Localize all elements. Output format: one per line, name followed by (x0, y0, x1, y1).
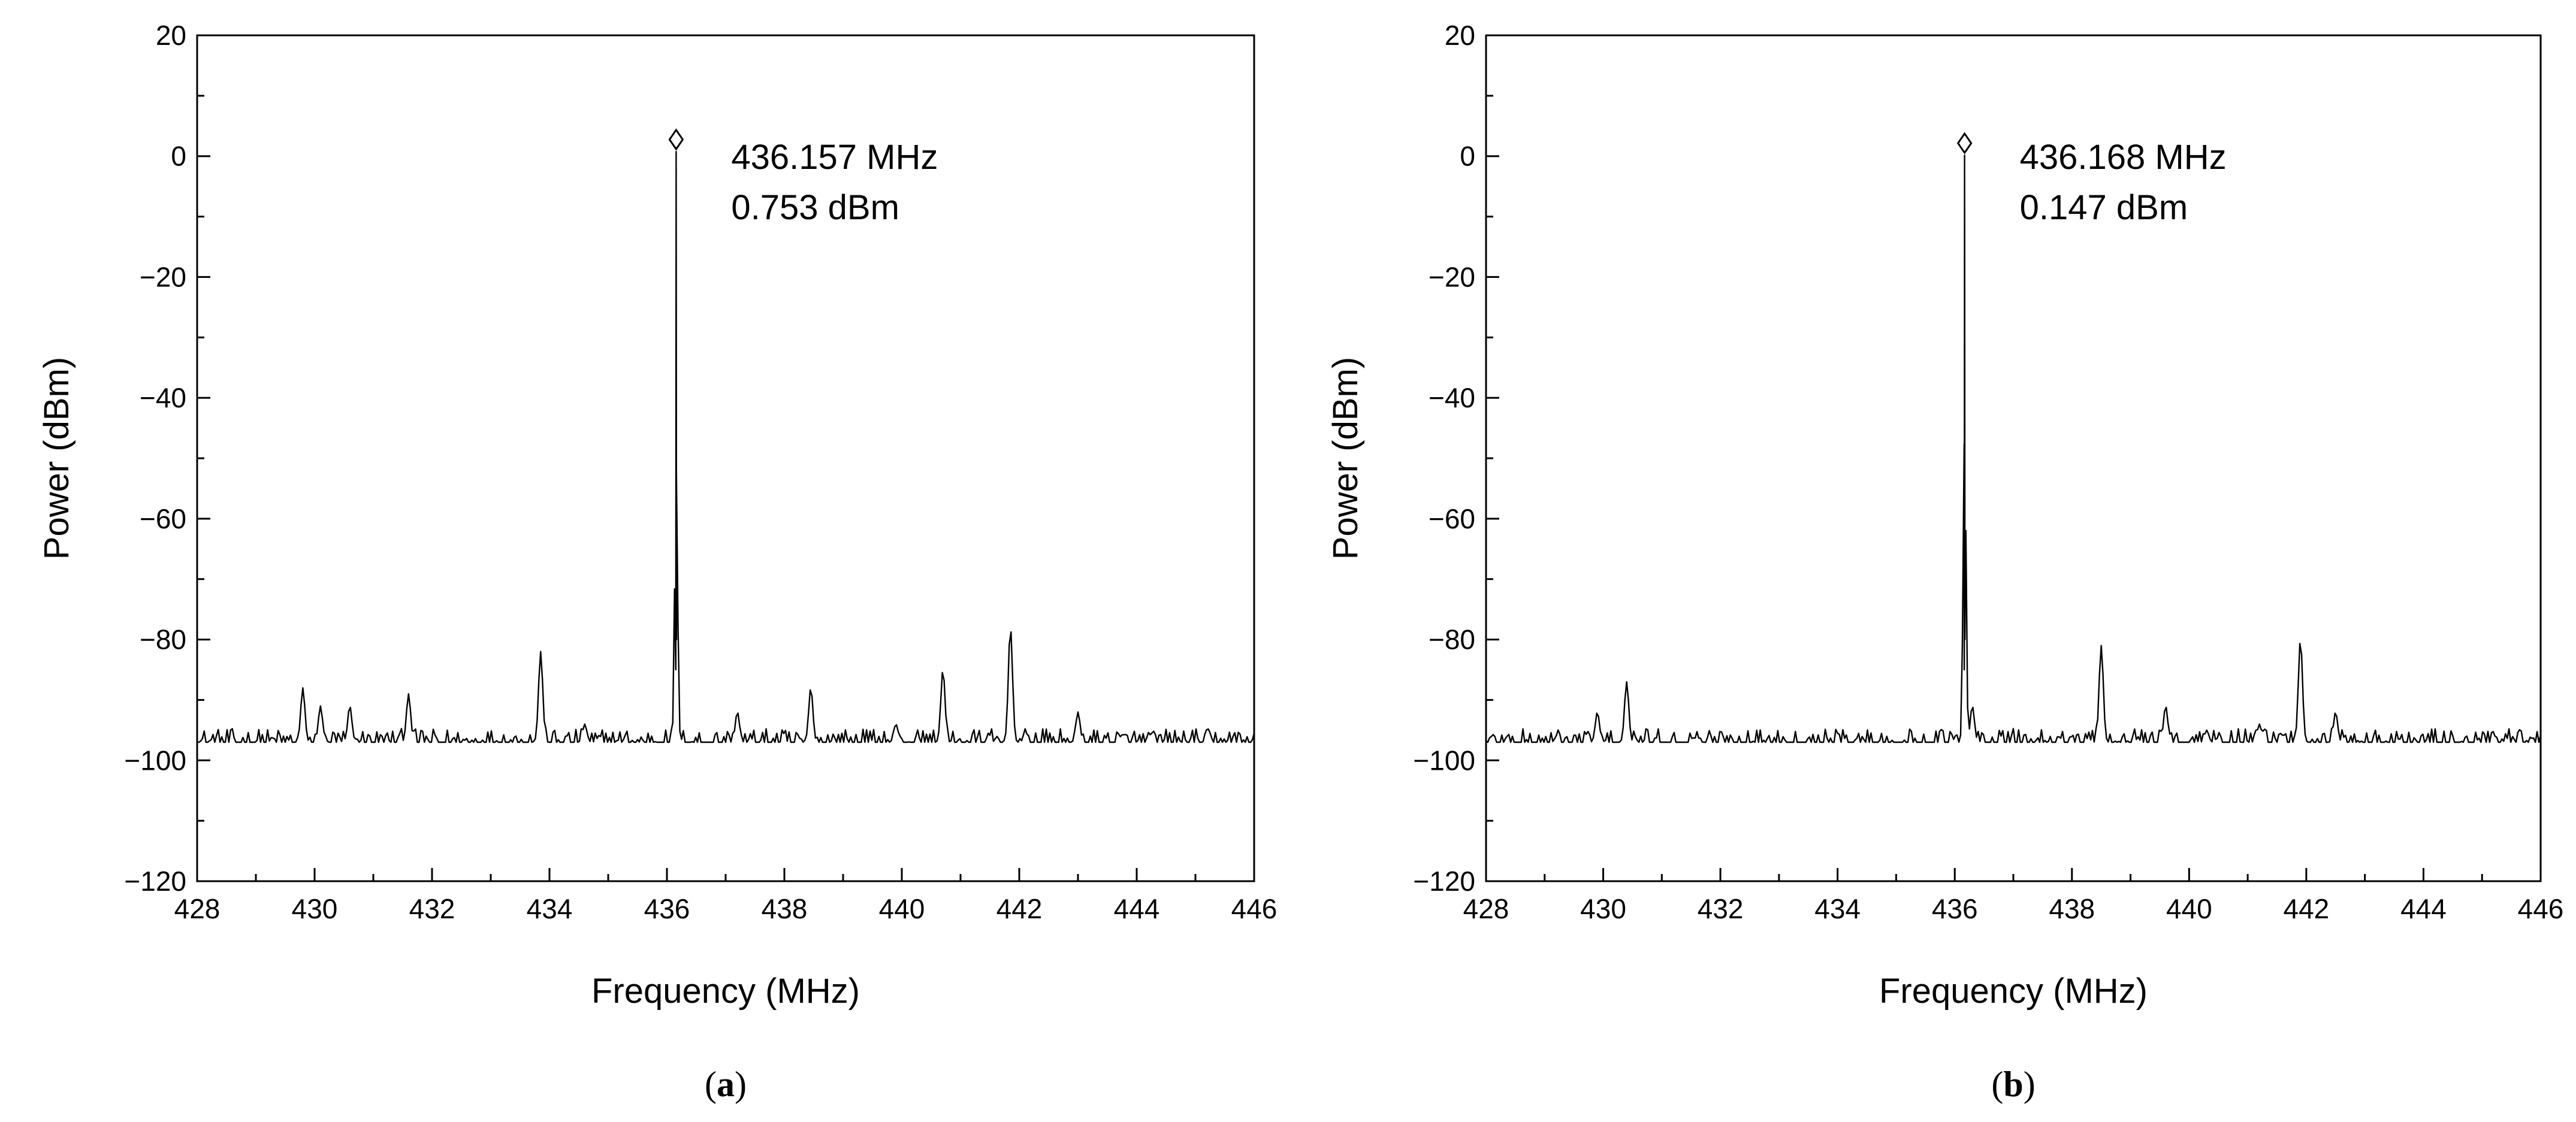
x-tick-label: 436 (644, 893, 690, 924)
x-tick-label: 444 (1114, 893, 1160, 924)
y-tick-label: −60 (140, 503, 186, 534)
y-tick-label: 0 (171, 141, 186, 172)
x-tick-label: 444 (2400, 893, 2447, 924)
y-tick-label: −20 (140, 261, 186, 292)
y-tick-label: 20 (156, 20, 186, 51)
spectrum-trace (1485, 155, 2542, 743)
chart-panel-a: 428 430 432 434 436 438 440 442 444 446 20 0 −20 −40 −… (37, 20, 1277, 1104)
x-tick-label: 446 (1231, 893, 1278, 924)
x-tick-label: 440 (2166, 893, 2212, 924)
y-tick-label: −80 (140, 624, 186, 655)
x-tick-label: 442 (996, 893, 1043, 924)
y-tick-label: −60 (1429, 503, 1475, 534)
x-tick-label: 434 (527, 893, 573, 924)
peak-marker (668, 128, 684, 151)
x-tick-label: 436 (1932, 893, 1978, 924)
x-tick-label: 438 (762, 893, 808, 924)
peak-frequency-label: 436.157 MHz (731, 138, 938, 177)
y-tick-label: −100 (1413, 745, 1475, 776)
y-axis-title: Power (dBm) (37, 357, 76, 560)
peak-marker (1956, 132, 1973, 155)
y-tick-label: −100 (124, 745, 186, 776)
x-tick-label: 440 (879, 893, 925, 924)
x-tick-label: 430 (1580, 893, 1626, 924)
y-tick-label: 0 (1460, 141, 1475, 172)
x-tick-label: 430 (292, 893, 338, 924)
y-axis-title: Power (dBm) (1326, 357, 1365, 560)
x-tick-label: 428 (174, 893, 221, 924)
spectrum-trace (197, 150, 1255, 743)
panel-label: (b) (1991, 1064, 2035, 1104)
x-tick-label: 434 (1814, 893, 1861, 924)
x-tick-label: 432 (1698, 893, 1744, 924)
x-tick-label: 438 (2049, 893, 2095, 924)
chart-panel-b: 428 430 432 434 436 438 440 442 444 446 20 0 −20 −40 −… (1326, 20, 2563, 1104)
x-tick-label: 446 (2518, 893, 2564, 924)
y-tick-label: −120 (124, 866, 186, 897)
x-axis-title: Frequency (MHz) (1879, 972, 2148, 1011)
plot-frame (196, 34, 1255, 882)
panel-label: (a) (705, 1064, 747, 1104)
y-tick-label: −40 (140, 382, 186, 413)
y-tick-label: −80 (1429, 624, 1475, 655)
plot-frame (1485, 34, 2542, 882)
x-tick-label: 428 (1463, 893, 1509, 924)
y-tick-label: −40 (1429, 382, 1475, 413)
peak-power-label: 0.753 dBm (731, 188, 899, 227)
peak-power-label: 0.147 dBm (2020, 188, 2188, 227)
x-tick-label: 432 (409, 893, 455, 924)
x-tick-label: 442 (2284, 893, 2330, 924)
peak-frequency-label: 436.168 MHz (2020, 138, 2227, 177)
x-axis-title: Frequency (MHz) (591, 972, 860, 1011)
y-tick-label: −20 (1429, 261, 1475, 292)
y-tick-label: 20 (1445, 20, 1475, 51)
y-tick-label: −120 (1413, 866, 1475, 897)
